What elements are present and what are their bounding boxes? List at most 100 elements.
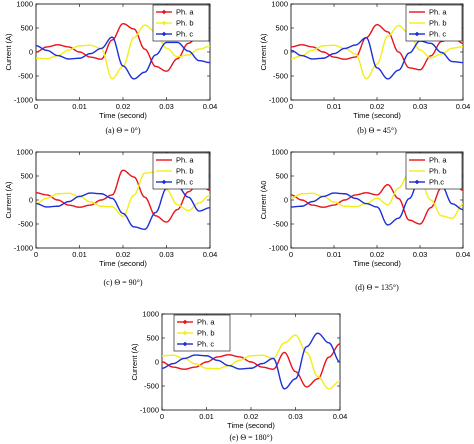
- x-tick-label: 0: [289, 102, 293, 111]
- series-line-pha: [36, 22, 210, 72]
- x-tick-label: 0.03: [288, 412, 303, 421]
- legend-marker: [161, 9, 167, 15]
- panel-caption: (c) Θ = 90°): [103, 278, 142, 287]
- y-tick-label: -500: [18, 220, 33, 229]
- y-axis-label: Current (A): [130, 343, 139, 381]
- y-axis-label: Current (A): [4, 33, 13, 71]
- legend-label: Ph. b: [197, 329, 215, 338]
- legend-label: Ph. a: [197, 318, 215, 327]
- x-tick-label: 0: [160, 412, 164, 421]
- series-line-phb: [162, 334, 340, 390]
- y-axis-label: Current (A0: [259, 181, 268, 220]
- legend-label: Ph. c: [176, 178, 193, 187]
- x-tick-label: 0.01: [199, 412, 214, 421]
- y-tick-label: -500: [18, 72, 33, 81]
- panel-caption: (e) Θ = 180°): [229, 433, 272, 442]
- legend-label: Ph.c: [429, 178, 444, 187]
- chart-panel-3: -1000 -500 0 500 1000 0 0.01 0.02 0.03 0.04 Time (…: [4, 148, 217, 288]
- legend-label: Ph. b: [429, 19, 447, 28]
- legend: Ph. a Ph. b Ph. c: [152, 4, 210, 42]
- chart-panel-4: -1000 -500 0 500 1000 0 0.01 0.02 0.03 0.04 Time (…: [259, 148, 470, 293]
- y-tick-label: 0: [29, 48, 33, 57]
- series-line-phb: [291, 172, 463, 219]
- series-line-phc: [162, 332, 340, 390]
- x-tick-label: 0.02: [116, 102, 131, 111]
- x-tick-label: 0: [289, 250, 293, 259]
- legend-marker: [161, 31, 167, 37]
- legend-marker: [161, 179, 167, 185]
- y-tick-label: -500: [273, 220, 288, 229]
- y-tick-label: 1000: [142, 310, 159, 319]
- chart-panel-2: -1000 -500 0 500 1000 0 0.01 0.02 0.03 0.04 Time (…: [259, 0, 470, 135]
- y-axis-label: Current (A): [4, 181, 13, 219]
- x-axis-label: Time (second): [353, 259, 401, 268]
- y-tick-label: 0: [155, 358, 159, 367]
- legend-marker: [161, 20, 167, 26]
- x-tick-label: 0.02: [244, 412, 259, 421]
- x-tick-label: 0.01: [72, 250, 87, 259]
- x-tick-label: 0.03: [413, 250, 428, 259]
- y-tick-label: 500: [20, 24, 33, 33]
- legend-marker: [182, 330, 188, 336]
- series-line-pha: [291, 23, 463, 71]
- series-line-pha: [162, 343, 340, 388]
- x-axis-label: Time (second): [99, 259, 147, 268]
- series-line-pha: [36, 169, 210, 223]
- y-tick-label: -1000: [140, 406, 159, 415]
- legend-label: Ph. b: [176, 167, 194, 176]
- legend-label: Ph. c: [197, 340, 214, 349]
- y-tick-label: 500: [275, 24, 288, 33]
- legend-label: Ph. c: [176, 30, 193, 39]
- x-axis-label: Time (second): [227, 421, 275, 430]
- panel-caption: (d) Θ = 135°): [355, 283, 399, 292]
- x-tick-label: 0: [34, 102, 38, 111]
- x-tick-label: 0.03: [159, 250, 174, 259]
- y-tick-label: 500: [146, 334, 159, 343]
- legend-label: Ph. a: [429, 156, 447, 165]
- legend: Ph. a Ph. b Ph.c: [405, 152, 463, 190]
- y-tick-label: -500: [273, 72, 288, 81]
- y-tick-label: 0: [29, 196, 33, 205]
- y-tick-label: 500: [275, 172, 288, 181]
- legend-box: [152, 4, 210, 42]
- y-tick-label: 1000: [271, 0, 288, 9]
- legend-marker: [414, 31, 420, 37]
- y-tick-label: 0: [284, 196, 288, 205]
- panel-caption: (b) Θ = 45°): [357, 126, 397, 135]
- y-tick-label: 1000: [16, 148, 33, 157]
- series-line-phc: [36, 36, 210, 80]
- x-tick-label: 0.01: [327, 250, 342, 259]
- x-tick-label: 0.01: [327, 102, 342, 111]
- y-tick-label: 500: [20, 172, 33, 181]
- x-tick-label: 0.04: [456, 250, 471, 259]
- y-tick-label: 1000: [16, 0, 33, 9]
- legend: Ph. a Ph. b Ph. c: [152, 152, 210, 190]
- legend-label: Ph. a: [176, 156, 194, 165]
- legend-label: Ph. b: [176, 19, 194, 28]
- y-tick-label: -1000: [269, 244, 288, 253]
- series-line-phc: [291, 36, 463, 80]
- x-tick-label: 0.04: [333, 412, 348, 421]
- x-tick-label: 0.02: [370, 102, 385, 111]
- chart-panel-1: -1000 -500 0 500 1000 0 0.01 0.02 0.03 0.04 Time (…: [4, 0, 217, 135]
- y-tick-label: -1000: [14, 244, 33, 253]
- legend-label: Ph. a: [176, 8, 194, 17]
- x-tick-label: 0.01: [72, 102, 87, 111]
- x-axis-label: Time (second): [353, 111, 401, 120]
- series-line-phb: [36, 171, 210, 218]
- y-tick-label: 0: [284, 48, 288, 57]
- legend: Ph. a Ph. b Ph. c: [405, 4, 463, 42]
- x-tick-label: 0.04: [456, 102, 471, 111]
- x-tick-label: 0.03: [159, 102, 174, 111]
- y-tick-label: -500: [144, 382, 159, 391]
- legend-label: Ph. c: [429, 30, 446, 39]
- x-tick-label: 0.04: [203, 102, 218, 111]
- series-line-phb: [291, 24, 463, 80]
- x-tick-label: 0.02: [370, 250, 385, 259]
- panel-caption: (a) Θ = 0°): [105, 126, 140, 135]
- chart-panel-5: -1000 -500 0 500 1000 0 0.01 0.02 0.03 0.04 Time (…: [130, 310, 347, 443]
- legend-marker: [182, 319, 188, 325]
- x-tick-label: 0.04: [203, 250, 218, 259]
- x-tick-label: 0.02: [116, 250, 131, 259]
